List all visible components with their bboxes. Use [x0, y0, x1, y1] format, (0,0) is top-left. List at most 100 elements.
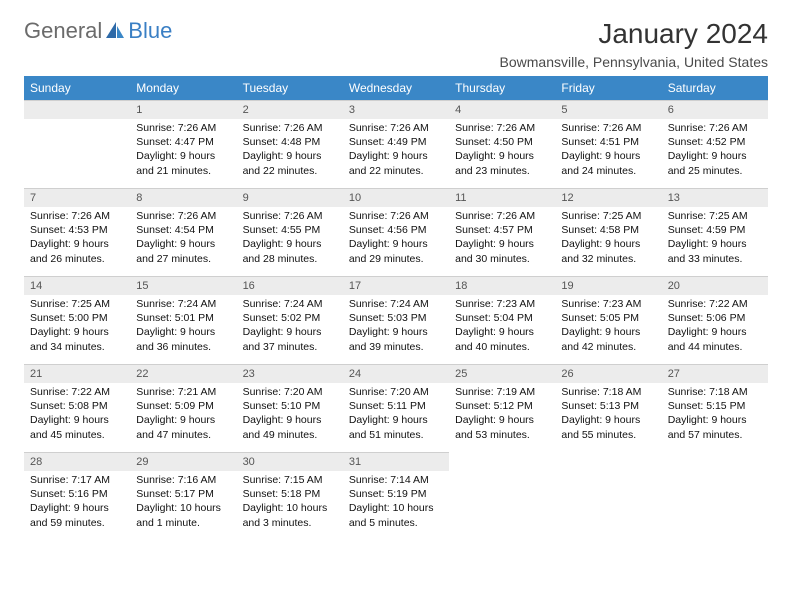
day-line: and 53 minutes.	[455, 428, 549, 442]
day-content: Sunrise: 7:23 AMSunset: 5:04 PMDaylight:…	[449, 295, 555, 360]
day-line: and 22 minutes.	[243, 164, 337, 178]
day-number: 21	[24, 364, 130, 383]
day-content: Sunrise: 7:26 AMSunset: 4:56 PMDaylight:…	[343, 207, 449, 272]
calendar-cell: 15Sunrise: 7:24 AMSunset: 5:01 PMDayligh…	[130, 276, 236, 364]
day-number: 15	[130, 276, 236, 295]
calendar-row: 28Sunrise: 7:17 AMSunset: 5:16 PMDayligh…	[24, 452, 768, 540]
day-line: Sunrise: 7:26 AM	[136, 121, 230, 135]
day-number: 25	[449, 364, 555, 383]
day-content: Sunrise: 7:18 AMSunset: 5:13 PMDaylight:…	[555, 383, 661, 448]
day-line: Daylight: 9 hours	[668, 413, 762, 427]
calendar-cell: 30Sunrise: 7:15 AMSunset: 5:18 PMDayligh…	[237, 452, 343, 540]
day-line: and 34 minutes.	[30, 340, 124, 354]
day-line: and 42 minutes.	[561, 340, 655, 354]
day-line: Sunrise: 7:23 AM	[455, 297, 549, 311]
day-number: 26	[555, 364, 661, 383]
day-line: Daylight: 9 hours	[455, 413, 549, 427]
day-line: Sunrise: 7:14 AM	[349, 473, 443, 487]
day-line: Daylight: 10 hours	[136, 501, 230, 515]
day-line: and 36 minutes.	[136, 340, 230, 354]
header: General Blue January 2024 Bowmansville, …	[24, 18, 768, 70]
day-content: Sunrise: 7:23 AMSunset: 5:05 PMDaylight:…	[555, 295, 661, 360]
day-line: Sunset: 5:13 PM	[561, 399, 655, 413]
calendar-cell: 27Sunrise: 7:18 AMSunset: 5:15 PMDayligh…	[662, 364, 768, 452]
day-line: Sunset: 5:05 PM	[561, 311, 655, 325]
calendar-cell: 11Sunrise: 7:26 AMSunset: 4:57 PMDayligh…	[449, 188, 555, 276]
day-line: Daylight: 9 hours	[136, 413, 230, 427]
day-line: Daylight: 9 hours	[455, 237, 549, 251]
weekday-header: Wednesday	[343, 76, 449, 100]
calendar-cell: 14Sunrise: 7:25 AMSunset: 5:00 PMDayligh…	[24, 276, 130, 364]
calendar-cell: 1Sunrise: 7:26 AMSunset: 4:47 PMDaylight…	[130, 100, 236, 188]
day-content: Sunrise: 7:22 AMSunset: 5:08 PMDaylight:…	[24, 383, 130, 448]
day-line: and 1 minute.	[136, 516, 230, 530]
day-number: 22	[130, 364, 236, 383]
calendar-table: Sunday Monday Tuesday Wednesday Thursday…	[24, 76, 768, 540]
day-number: 8	[130, 188, 236, 207]
day-line: Sunset: 4:53 PM	[30, 223, 124, 237]
calendar-row: 14Sunrise: 7:25 AMSunset: 5:00 PMDayligh…	[24, 276, 768, 364]
logo-text-general: General	[24, 18, 102, 44]
day-line: Sunset: 4:56 PM	[349, 223, 443, 237]
day-number: 1	[130, 100, 236, 119]
day-content: Sunrise: 7:24 AMSunset: 5:02 PMDaylight:…	[237, 295, 343, 360]
day-line: Sunset: 4:57 PM	[455, 223, 549, 237]
day-content: Sunrise: 7:24 AMSunset: 5:03 PMDaylight:…	[343, 295, 449, 360]
weekday-header: Thursday	[449, 76, 555, 100]
calendar-row: 1Sunrise: 7:26 AMSunset: 4:47 PMDaylight…	[24, 100, 768, 188]
day-line: and 49 minutes.	[243, 428, 337, 442]
day-number: 11	[449, 188, 555, 207]
day-line: Sunrise: 7:18 AM	[668, 385, 762, 399]
day-number: 30	[237, 452, 343, 471]
day-content: Sunrise: 7:18 AMSunset: 5:15 PMDaylight:…	[662, 383, 768, 448]
sail-icon	[104, 20, 126, 43]
day-content: Sunrise: 7:26 AMSunset: 4:55 PMDaylight:…	[237, 207, 343, 272]
day-line: and 3 minutes.	[243, 516, 337, 530]
day-line: Sunrise: 7:26 AM	[243, 121, 337, 135]
calendar-cell: 22Sunrise: 7:21 AMSunset: 5:09 PMDayligh…	[130, 364, 236, 452]
day-line: Daylight: 10 hours	[349, 501, 443, 515]
day-line: Daylight: 9 hours	[455, 325, 549, 339]
day-line: Sunrise: 7:26 AM	[455, 121, 549, 135]
day-line: Daylight: 9 hours	[349, 325, 443, 339]
day-line: and 32 minutes.	[561, 252, 655, 266]
day-line: Sunset: 5:17 PM	[136, 487, 230, 501]
day-line: and 45 minutes.	[30, 428, 124, 442]
day-number: 16	[237, 276, 343, 295]
day-number: 27	[662, 364, 768, 383]
day-line: and 27 minutes.	[136, 252, 230, 266]
day-line: Sunset: 4:50 PM	[455, 135, 549, 149]
day-line: and 25 minutes.	[668, 164, 762, 178]
day-line: Sunset: 4:54 PM	[136, 223, 230, 237]
day-content: Sunrise: 7:26 AMSunset: 4:57 PMDaylight:…	[449, 207, 555, 272]
day-line: and 39 minutes.	[349, 340, 443, 354]
calendar-cell: 6Sunrise: 7:26 AMSunset: 4:52 PMDaylight…	[662, 100, 768, 188]
day-content: Sunrise: 7:14 AMSunset: 5:19 PMDaylight:…	[343, 471, 449, 536]
calendar-cell: 3Sunrise: 7:26 AMSunset: 4:49 PMDaylight…	[343, 100, 449, 188]
day-line: and 44 minutes.	[668, 340, 762, 354]
calendar-cell	[449, 452, 555, 540]
day-line: Sunset: 5:09 PM	[136, 399, 230, 413]
day-number: 13	[662, 188, 768, 207]
weekday-header: Sunday	[24, 76, 130, 100]
calendar-cell: 23Sunrise: 7:20 AMSunset: 5:10 PMDayligh…	[237, 364, 343, 452]
day-line: Sunrise: 7:16 AM	[136, 473, 230, 487]
calendar-cell: 2Sunrise: 7:26 AMSunset: 4:48 PMDaylight…	[237, 100, 343, 188]
day-content: Sunrise: 7:21 AMSunset: 5:09 PMDaylight:…	[130, 383, 236, 448]
day-line: Daylight: 9 hours	[561, 413, 655, 427]
day-content: Sunrise: 7:15 AMSunset: 5:18 PMDaylight:…	[237, 471, 343, 536]
day-number: 31	[343, 452, 449, 471]
calendar-cell: 5Sunrise: 7:26 AMSunset: 4:51 PMDaylight…	[555, 100, 661, 188]
day-line: Daylight: 9 hours	[561, 325, 655, 339]
day-content: Sunrise: 7:24 AMSunset: 5:01 PMDaylight:…	[130, 295, 236, 360]
calendar-cell: 8Sunrise: 7:26 AMSunset: 4:54 PMDaylight…	[130, 188, 236, 276]
day-line: Daylight: 9 hours	[561, 149, 655, 163]
day-line: and 21 minutes.	[136, 164, 230, 178]
day-line: Sunrise: 7:25 AM	[668, 209, 762, 223]
calendar-row: 7 Sunrise: 7:26 AM Sunset: 4:53 PM Daylight…	[24, 188, 768, 276]
day-line: and 59 minutes.	[30, 516, 124, 530]
day-line: Sunrise: 7:26 AM	[243, 209, 337, 223]
day-line: Sunset: 5:16 PM	[30, 487, 124, 501]
day-number: 7	[24, 188, 130, 207]
day-line: and 37 minutes.	[243, 340, 337, 354]
